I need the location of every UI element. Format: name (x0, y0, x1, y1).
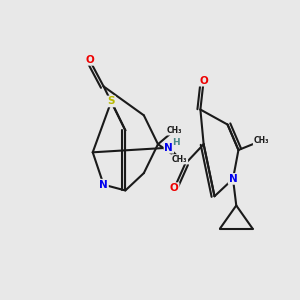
Text: O: O (85, 55, 94, 65)
Text: O: O (199, 76, 208, 85)
Text: CH₃: CH₃ (167, 126, 182, 135)
Text: CH₃: CH₃ (254, 136, 269, 145)
Text: CH₃: CH₃ (172, 155, 188, 164)
Text: N: N (99, 180, 108, 190)
Text: O: O (170, 183, 179, 193)
Text: N: N (229, 174, 237, 184)
Text: N: N (164, 143, 173, 153)
Text: S: S (107, 97, 115, 106)
Text: H: H (172, 138, 180, 147)
